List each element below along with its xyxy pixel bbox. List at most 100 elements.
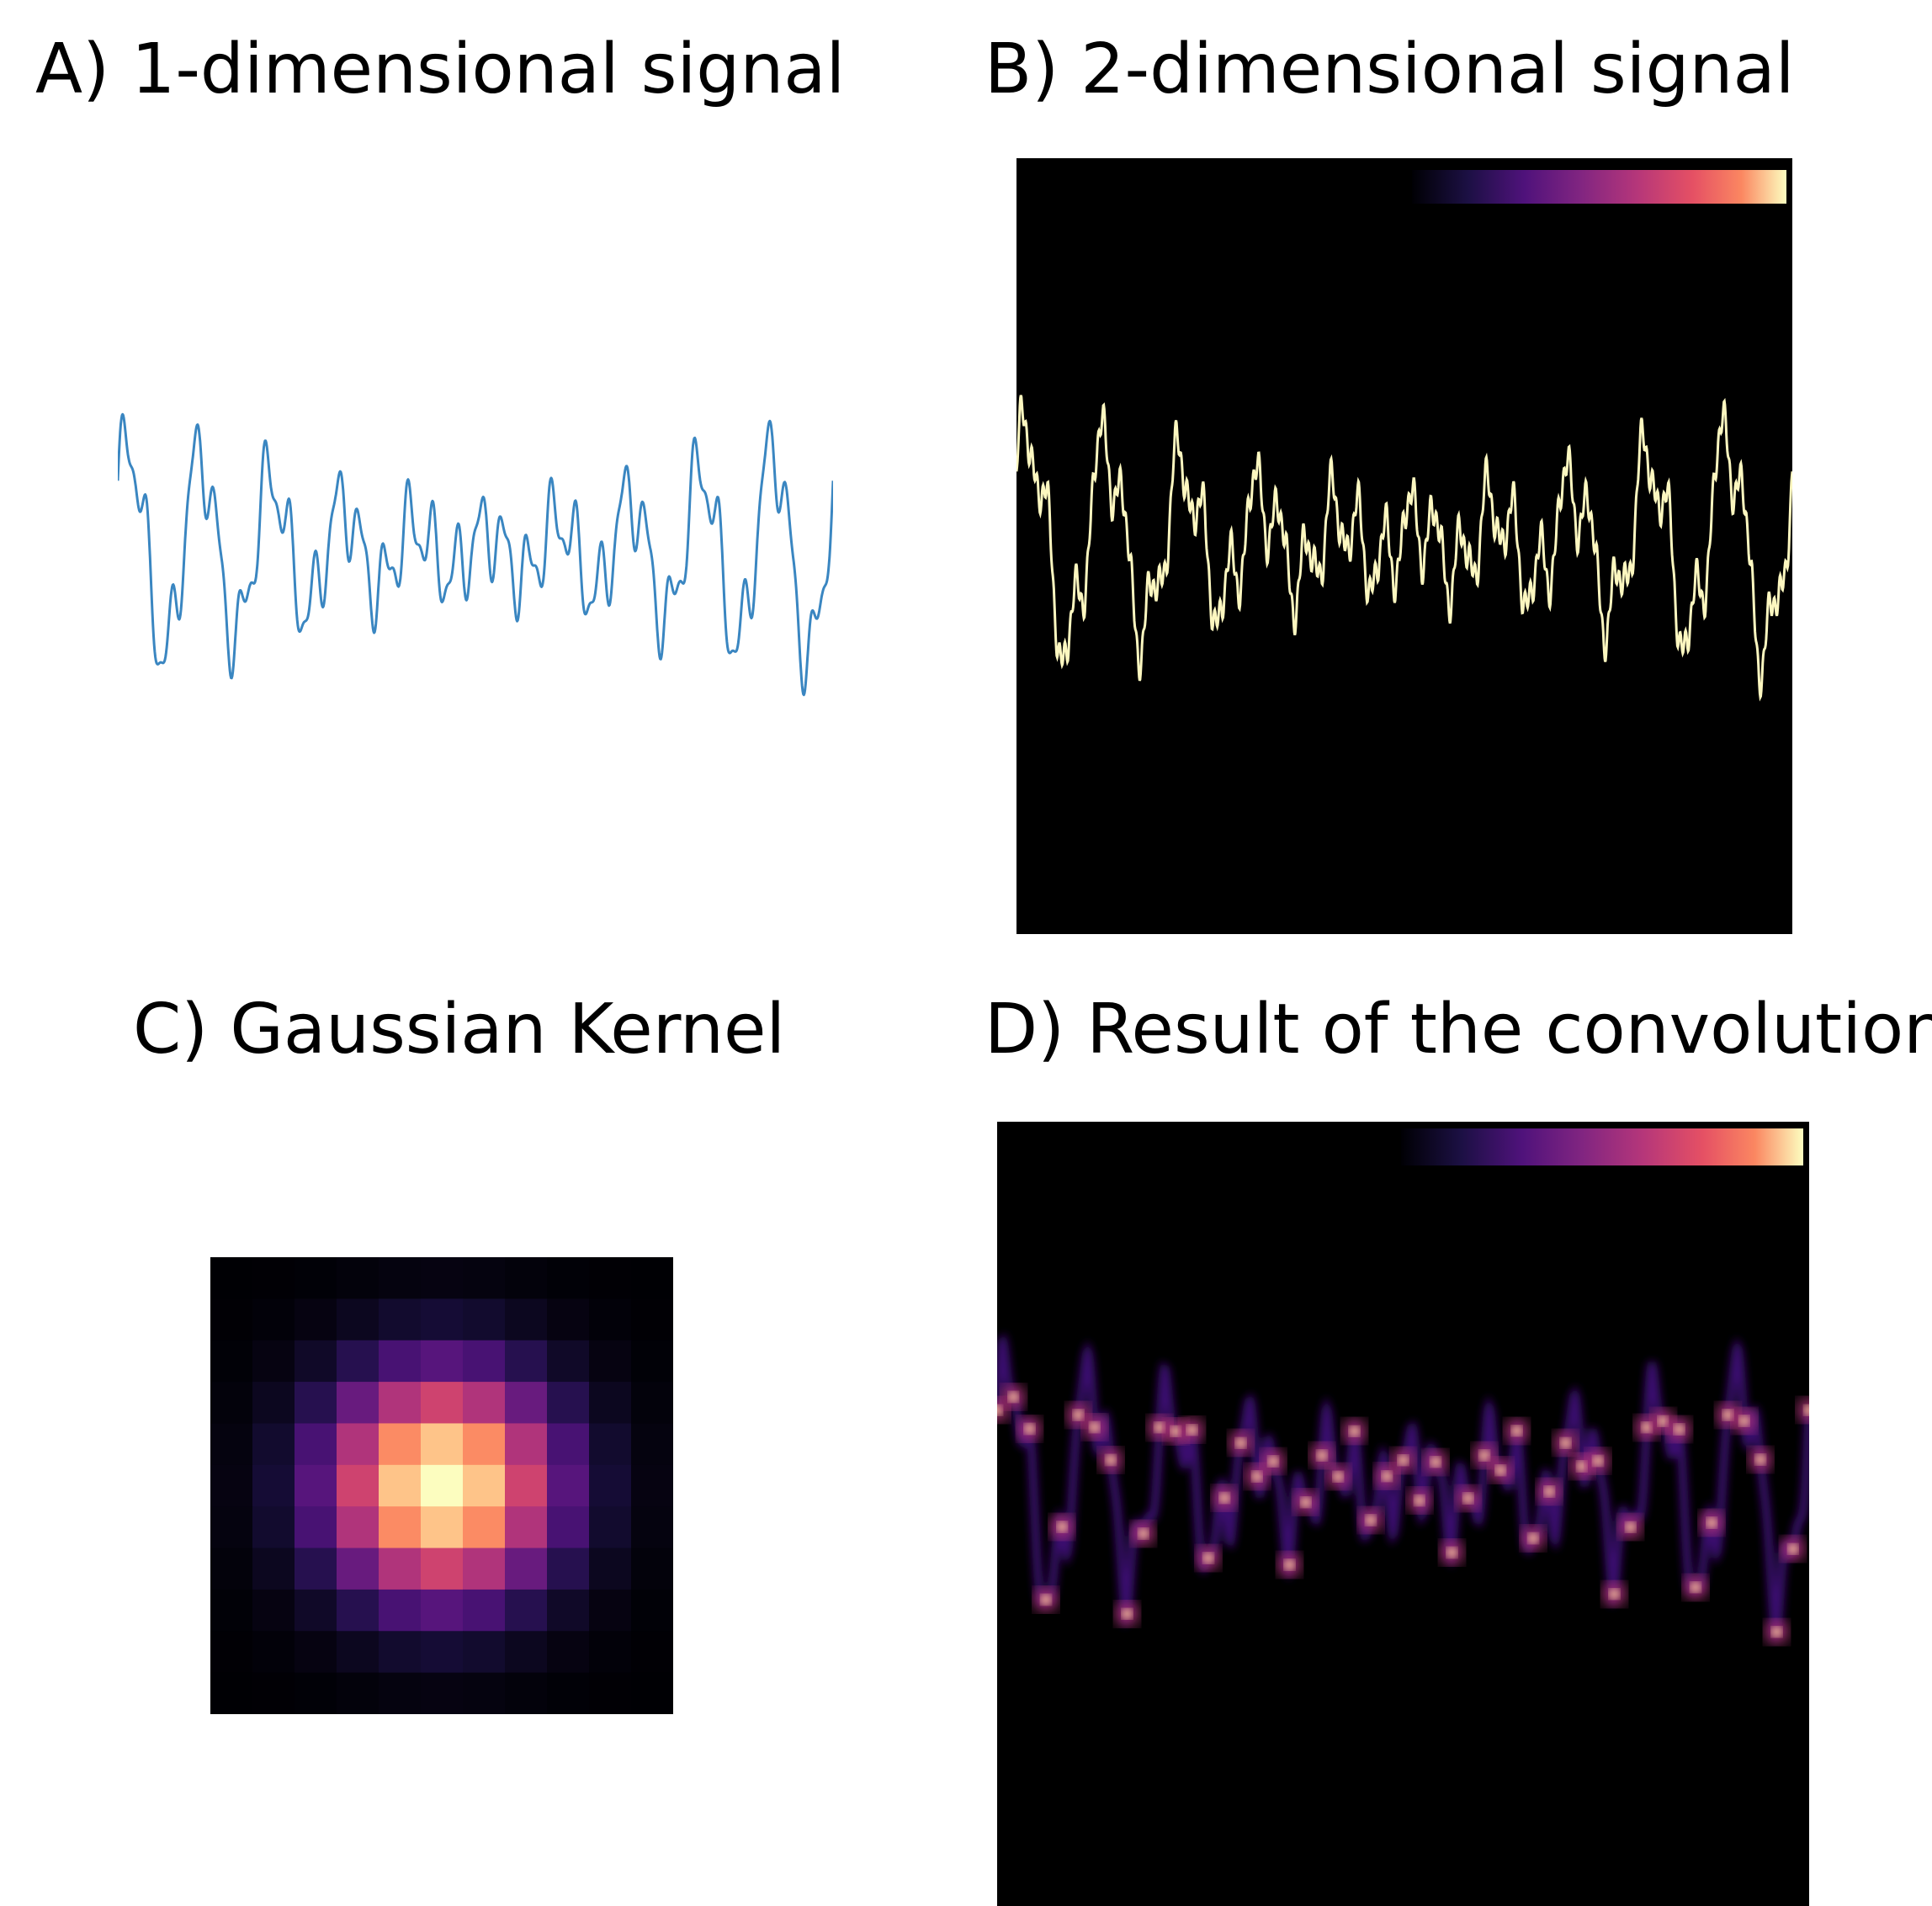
blob-core — [1154, 1422, 1165, 1432]
kernel-cell — [379, 1465, 422, 1507]
blob-core — [1008, 1392, 1018, 1402]
kernel-cell — [252, 1506, 295, 1548]
kernel-cell — [210, 1382, 253, 1424]
blob-core — [1057, 1521, 1067, 1532]
kernel-cell — [252, 1548, 295, 1590]
kernel-cell — [463, 1382, 506, 1424]
blob-core — [1268, 1457, 1278, 1467]
kernel-cell — [505, 1298, 548, 1341]
kernel-cell — [505, 1341, 548, 1383]
two-dimensional-signal-image — [1016, 158, 1792, 934]
blob-core — [1382, 1471, 1392, 1481]
kernel-cell — [295, 1341, 337, 1383]
blob-core — [1284, 1560, 1294, 1570]
kernel-cell — [505, 1548, 548, 1590]
kernel-cell — [421, 1465, 464, 1507]
blob-core — [1333, 1472, 1343, 1482]
blob-core — [1414, 1495, 1425, 1505]
blob-core — [1544, 1486, 1554, 1496]
blob-core — [1479, 1451, 1489, 1461]
kernel-cell — [252, 1465, 295, 1507]
colorbar — [1412, 170, 1786, 204]
blob-core — [1025, 1424, 1035, 1434]
kernel-cell — [589, 1423, 632, 1465]
blob-core — [1430, 1457, 1441, 1467]
blob-core — [1219, 1493, 1229, 1503]
kernel-cell — [589, 1257, 632, 1299]
kernel-cell — [252, 1382, 295, 1424]
kernel-cell — [337, 1465, 380, 1507]
panel-a-title: A) 1-dimensional signal — [35, 35, 845, 104]
kernel-cell — [337, 1382, 380, 1424]
kernel-cell — [547, 1423, 590, 1465]
kernel-cell — [505, 1423, 548, 1465]
kernel-cell — [631, 1298, 673, 1341]
kernel-cell — [463, 1590, 506, 1632]
kernel-cell — [379, 1257, 422, 1299]
signal-trace — [1016, 396, 1792, 698]
kernel-cell — [631, 1631, 673, 1673]
kernel-cell — [463, 1257, 506, 1299]
kernel-cell — [379, 1423, 422, 1465]
kernel-cell — [505, 1590, 548, 1632]
blob-core — [1350, 1426, 1360, 1436]
kernel-cell — [210, 1257, 253, 1299]
kernel-cell — [589, 1506, 632, 1548]
kernel-cell — [505, 1673, 548, 1714]
kernel-cell — [337, 1298, 380, 1341]
blob-core — [1399, 1455, 1409, 1465]
kernel-cell — [547, 1631, 590, 1673]
blob-core — [1495, 1465, 1505, 1475]
kernel-cell — [589, 1465, 632, 1507]
kernel-cell — [252, 1590, 295, 1632]
kernel-cell — [589, 1548, 632, 1590]
kernel-cell — [337, 1423, 380, 1465]
kernel-cell — [252, 1341, 295, 1383]
blob-core — [1252, 1472, 1262, 1482]
kernel-cell — [589, 1590, 632, 1632]
blob-core — [1771, 1627, 1781, 1637]
kernel-cell — [295, 1631, 337, 1673]
blob-core — [1301, 1497, 1311, 1507]
kernel-cell — [210, 1548, 253, 1590]
kernel-cell — [589, 1298, 632, 1341]
blob-core — [1317, 1451, 1327, 1461]
kernel-cell — [421, 1257, 464, 1299]
kernel-cell — [421, 1673, 464, 1714]
kernel-cell — [631, 1341, 673, 1383]
blob-core — [1658, 1416, 1668, 1426]
blob-core — [1723, 1410, 1733, 1420]
kernel-cell — [337, 1631, 380, 1673]
blob-core — [1366, 1516, 1376, 1526]
kernel-cell — [421, 1341, 464, 1383]
kernel-cell — [421, 1298, 464, 1341]
kernel-cell — [463, 1423, 506, 1465]
kernel-cell — [505, 1382, 548, 1424]
kernel-cell — [210, 1423, 253, 1465]
kernel-cell — [295, 1673, 337, 1714]
blob-core — [1561, 1438, 1571, 1448]
blob-core — [1739, 1416, 1749, 1426]
kernel-cell — [295, 1423, 337, 1465]
kernel-cell — [589, 1631, 632, 1673]
kernel-cell — [463, 1548, 506, 1590]
kernel-cell — [547, 1341, 590, 1383]
blob-core — [1626, 1522, 1636, 1532]
kernel-cell — [463, 1673, 506, 1714]
kernel-cell — [337, 1590, 380, 1632]
signal-line — [118, 414, 833, 695]
kernel-cell — [295, 1382, 337, 1424]
kernel-cell — [252, 1423, 295, 1465]
kernel-cell — [210, 1506, 253, 1548]
colorbar — [1401, 1128, 1803, 1165]
kernel-cell — [379, 1590, 422, 1632]
kernel-cell — [337, 1548, 380, 1590]
blob-core — [1122, 1609, 1132, 1619]
blob-core — [1577, 1461, 1587, 1471]
kernel-cell — [210, 1341, 253, 1383]
kernel-cell — [589, 1341, 632, 1383]
blob-core — [1090, 1422, 1100, 1432]
kernel-cell — [463, 1298, 506, 1341]
blob-core — [1755, 1454, 1765, 1464]
kernel-cell — [463, 1506, 506, 1548]
